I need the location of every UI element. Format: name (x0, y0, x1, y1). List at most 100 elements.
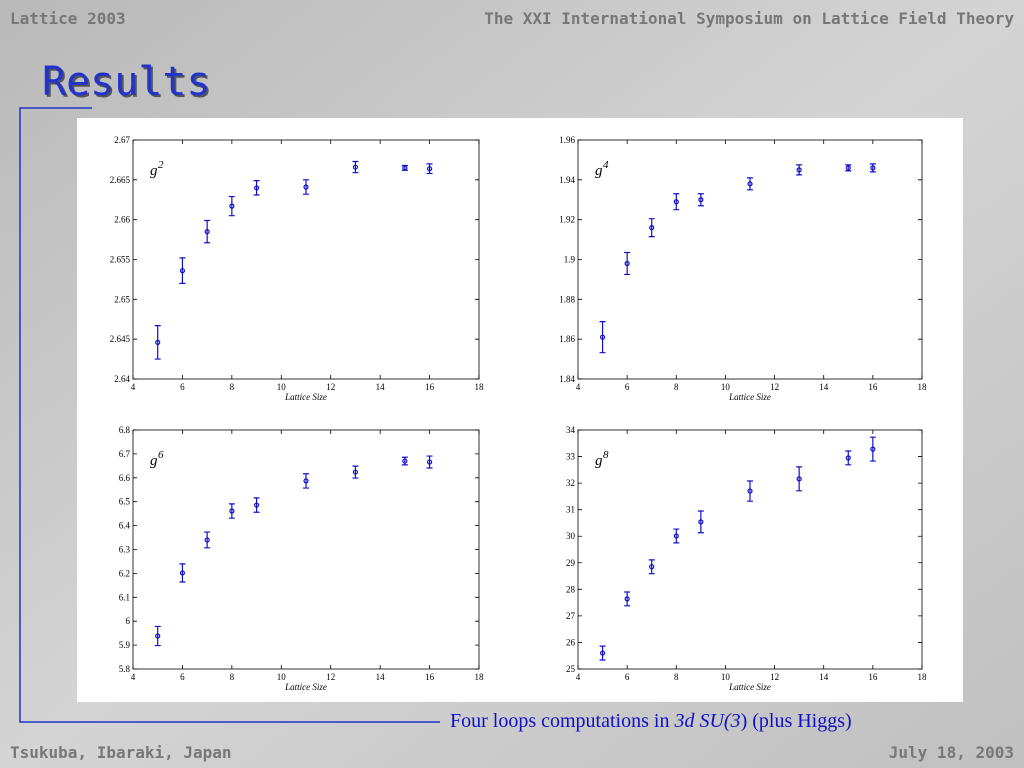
x-tick-label: 10 (277, 382, 287, 392)
error-bar (845, 450, 852, 466)
data-point (253, 185, 260, 191)
x-tick-label: 6 (180, 672, 185, 682)
x-axis-label: Lattice Size (728, 392, 771, 402)
error-bar (673, 528, 680, 544)
y-tick-label: 33 (566, 452, 576, 462)
chart-title-superscript: 2 (158, 159, 164, 171)
chart-title: g (150, 453, 158, 469)
error-bar (624, 591, 631, 607)
x-tick-label: 16 (868, 382, 878, 392)
caption-part: Four loops computations in (450, 710, 674, 732)
data-point (426, 166, 433, 172)
error-bar (747, 177, 753, 191)
y-tick-label: 5.9 (119, 640, 131, 650)
error-bar (352, 465, 359, 479)
y-tick-label: 34 (566, 425, 576, 435)
data-point (155, 339, 161, 345)
y-tick-label: 6.7 (119, 449, 131, 459)
x-tick-label: 8 (230, 382, 235, 392)
x-tick-label: 14 (819, 672, 829, 682)
error-bar (648, 218, 655, 238)
error-bar (204, 219, 211, 244)
data-point (229, 203, 235, 209)
plot-panel (77, 118, 963, 702)
error-bar (253, 497, 260, 513)
error-bar (869, 436, 876, 462)
x-tick-label: 6 (625, 382, 630, 392)
x-tick-label: 6 (625, 672, 630, 682)
data-point (599, 334, 606, 340)
x-tick-label: 10 (277, 672, 287, 682)
data-point (845, 165, 851, 171)
header-right: The XXI International Symposium on Latti… (484, 9, 1014, 28)
footer-left: Tsukuba, Ibaraki, Japan (10, 743, 232, 762)
y-tick-label: 31 (566, 505, 575, 515)
data-point (624, 596, 630, 602)
x-tick-label: 4 (131, 382, 136, 392)
caption: Four loops computations in 3d SU(3) (plu… (450, 710, 852, 732)
x-tick-label: 18 (918, 382, 928, 392)
data-point (253, 502, 260, 508)
error-bar (228, 195, 235, 217)
x-tick-label: 16 (868, 672, 878, 682)
data-point (649, 564, 655, 570)
y-tick-label: 2.665 (110, 175, 131, 185)
x-tick-label: 12 (770, 672, 779, 682)
error-bar (154, 625, 161, 647)
footer-right: July 18, 2003 (889, 743, 1014, 762)
error-bar (697, 510, 704, 534)
x-tick-label: 10 (721, 672, 731, 682)
data-point (747, 181, 753, 187)
x-axis-label: Lattice Size (284, 682, 327, 692)
data-point (698, 197, 704, 203)
y-tick-label: 6.1 (119, 592, 130, 602)
y-tick-label: 6.8 (119, 425, 131, 435)
data-point (155, 633, 161, 639)
error-bar (599, 321, 606, 354)
y-tick-label: 32 (566, 478, 575, 488)
data-point (673, 199, 679, 205)
data-point (402, 458, 408, 464)
x-tick-label: 18 (475, 382, 485, 392)
y-tick-label: 1.86 (559, 334, 575, 344)
x-tick-label: 8 (230, 672, 235, 682)
data-point (204, 229, 210, 235)
error-bar (204, 531, 211, 549)
x-tick-label: 12 (326, 382, 335, 392)
y-tick-label: 6.3 (119, 545, 131, 555)
data-point (352, 469, 359, 475)
y-tick-label: 29 (566, 558, 576, 568)
x-tick-label: 8 (674, 672, 679, 682)
y-tick-label: 1.96 (559, 135, 575, 145)
y-tick-label: 1.88 (559, 294, 575, 304)
y-tick-label: 30 (566, 531, 576, 541)
error-bar (303, 473, 309, 489)
data-point (229, 508, 235, 514)
data-point (402, 165, 408, 171)
x-tick-label: 8 (674, 382, 679, 392)
data-point (747, 488, 753, 494)
data-point (845, 455, 851, 461)
error-bar (154, 325, 161, 360)
error-bar (697, 193, 704, 207)
chart-title-superscript: 8 (603, 449, 609, 461)
error-bar (673, 193, 680, 211)
y-tick-label: 1.92 (559, 215, 575, 225)
slide-title: Results (42, 59, 211, 105)
chart-title: g (150, 163, 158, 179)
x-tick-label: 12 (326, 672, 335, 682)
data-point (649, 225, 655, 231)
y-tick-label: 27 (566, 611, 576, 621)
error-bar (599, 645, 606, 661)
error-bar (869, 163, 876, 173)
y-tick-label: 2.655 (110, 255, 131, 265)
chart-title-superscript: 4 (603, 159, 609, 171)
x-tick-label: 16 (425, 382, 435, 392)
axes-frame (577, 429, 923, 670)
error-bar (228, 503, 235, 519)
error-bar (747, 480, 753, 502)
data-point (303, 478, 309, 484)
x-tick-label: 14 (819, 382, 829, 392)
y-tick-label: 6.6 (119, 473, 131, 483)
